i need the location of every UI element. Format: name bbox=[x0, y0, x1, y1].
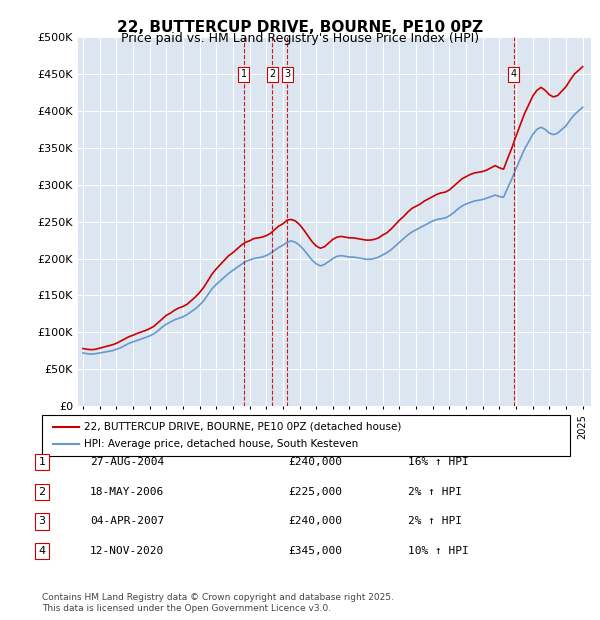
Text: Price paid vs. HM Land Registry's House Price Index (HPI): Price paid vs. HM Land Registry's House … bbox=[121, 32, 479, 45]
Text: 4: 4 bbox=[38, 546, 46, 556]
Text: 22, BUTTERCUP DRIVE, BOURNE, PE10 0PZ: 22, BUTTERCUP DRIVE, BOURNE, PE10 0PZ bbox=[117, 20, 483, 35]
Text: 18-MAY-2006: 18-MAY-2006 bbox=[90, 487, 164, 497]
Text: 4: 4 bbox=[511, 69, 517, 79]
Text: 16% ↑ HPI: 16% ↑ HPI bbox=[408, 457, 469, 467]
Text: 10% ↑ HPI: 10% ↑ HPI bbox=[408, 546, 469, 556]
Text: Contains HM Land Registry data © Crown copyright and database right 2025.
This d: Contains HM Land Registry data © Crown c… bbox=[42, 593, 394, 613]
Text: 2: 2 bbox=[269, 69, 275, 79]
Text: 12-NOV-2020: 12-NOV-2020 bbox=[90, 546, 164, 556]
Text: 1: 1 bbox=[241, 69, 247, 79]
Text: 27-AUG-2004: 27-AUG-2004 bbox=[90, 457, 164, 467]
Text: 2% ↑ HPI: 2% ↑ HPI bbox=[408, 516, 462, 526]
Text: £225,000: £225,000 bbox=[288, 487, 342, 497]
Text: £240,000: £240,000 bbox=[288, 516, 342, 526]
Text: £345,000: £345,000 bbox=[288, 546, 342, 556]
Text: 04-APR-2007: 04-APR-2007 bbox=[90, 516, 164, 526]
Text: 3: 3 bbox=[38, 516, 46, 526]
Text: 2% ↑ HPI: 2% ↑ HPI bbox=[408, 487, 462, 497]
FancyBboxPatch shape bbox=[42, 415, 570, 456]
Text: 2: 2 bbox=[38, 487, 46, 497]
Text: 1: 1 bbox=[38, 457, 46, 467]
Text: HPI: Average price, detached house, South Kesteven: HPI: Average price, detached house, Sout… bbox=[84, 440, 358, 450]
Text: 22, BUTTERCUP DRIVE, BOURNE, PE10 0PZ (detached house): 22, BUTTERCUP DRIVE, BOURNE, PE10 0PZ (d… bbox=[84, 422, 401, 432]
Text: 3: 3 bbox=[284, 69, 290, 79]
Text: £240,000: £240,000 bbox=[288, 457, 342, 467]
